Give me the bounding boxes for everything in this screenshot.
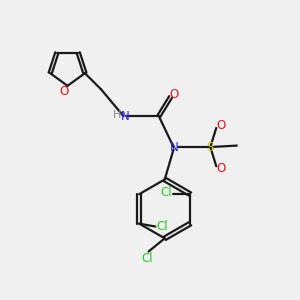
Text: S: S [207, 141, 214, 154]
Text: Cl: Cl [141, 252, 153, 265]
Text: O: O [169, 88, 178, 100]
Text: N: N [121, 110, 129, 123]
Text: O: O [59, 85, 69, 98]
Text: N: N [170, 141, 178, 154]
Text: O: O [216, 162, 225, 175]
Text: Cl: Cl [156, 220, 168, 233]
Text: H: H [113, 110, 121, 120]
Text: Cl: Cl [160, 186, 172, 199]
Text: O: O [216, 119, 225, 132]
